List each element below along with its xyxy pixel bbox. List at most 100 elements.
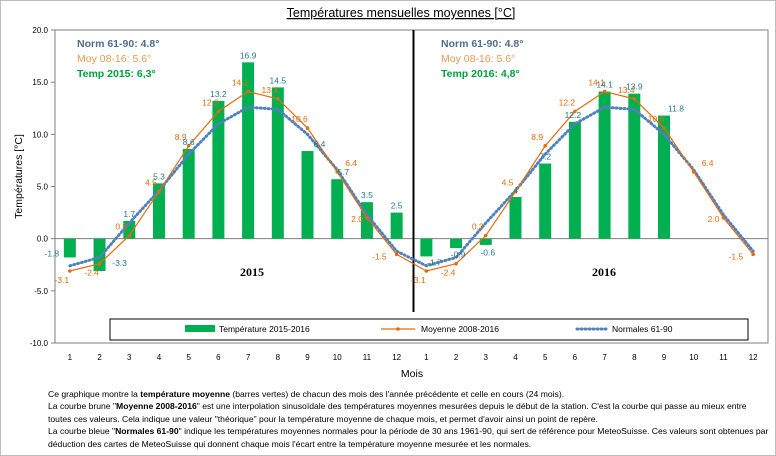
temp-info-2016: Temp 2016: 4,8° <box>441 68 520 80</box>
moyenne-point <box>691 170 696 174</box>
bar-data-label: -3.3 <box>112 258 127 268</box>
moyenne-data-label: 8.9 <box>531 132 543 142</box>
moyenne-data-label: 8.9 <box>175 132 187 142</box>
moyenne-data-label: 6.4 <box>345 158 357 168</box>
x-tick-label: 2 <box>454 353 459 362</box>
temperature-bar <box>598 91 611 239</box>
caption-paragraph-1: Ce graphique montre la température moyen… <box>48 388 770 400</box>
moyenne-point <box>216 109 221 114</box>
x-tick-label: 8 <box>276 353 281 362</box>
norm-info-2015: Norm 61-90: 4.8° <box>77 38 159 50</box>
moyenne-data-label: -3.1 <box>55 275 70 285</box>
moyenne-point <box>454 261 458 266</box>
bar-data-label: 11.8 <box>668 104 684 114</box>
x-tick-label: 12 <box>749 353 758 362</box>
legend-label-normales: Normales 61-90 <box>612 324 673 334</box>
moyenne-data-label: 14.1 <box>588 78 605 88</box>
bar-data-label: 5.3 <box>153 171 165 181</box>
temperature-bar <box>450 238 463 249</box>
caption-text: La courbe brune " <box>48 401 117 412</box>
temperature-bar <box>301 151 314 239</box>
moyenne-data-label: 12.2 <box>559 97 576 107</box>
temperature-bar <box>331 179 344 239</box>
moyenne-point <box>751 252 755 257</box>
x-tick-label: 1 <box>424 353 429 362</box>
legend-box <box>109 318 749 341</box>
x-tick-label: 12 <box>392 353 401 362</box>
temperature-bar <box>568 121 581 239</box>
year-label-2015: 2015 <box>240 265 264 279</box>
moyenne-data-label: -3.1 <box>411 275 426 285</box>
caption-paragraph-2: La courbe brune "Moyenne 2008-2016" est … <box>48 400 770 425</box>
moyenne-point <box>573 109 577 114</box>
x-tick-label: 11 <box>363 353 372 362</box>
x-tick-label: 8 <box>632 353 637 362</box>
caption-bold: température moyenne <box>140 389 230 399</box>
bar-data-label: 16.9 <box>240 50 257 60</box>
bar-data-label: 2.5 <box>391 201 403 211</box>
bar-data-label: 8.6 <box>183 137 195 147</box>
moyenne-data-label: -2.4 <box>441 268 456 278</box>
x-tick-label: 5 <box>186 353 191 362</box>
moy-info-2015: Moy 08-16: 5.6° <box>77 53 151 65</box>
x-tick-label: 5 <box>543 353 548 362</box>
moyenne-point <box>513 189 518 194</box>
bar-data-label: 7.2 <box>539 152 551 162</box>
moyenne-point <box>157 189 161 194</box>
bar-data-label: 12.2 <box>565 110 582 120</box>
moyenne-point <box>276 97 280 101</box>
moyenne-point <box>186 144 191 148</box>
x-tick-label: 6 <box>216 353 221 362</box>
y-tick-label: 5.0 <box>37 183 49 192</box>
moyenne-point <box>365 216 369 220</box>
x-tick-label: 7 <box>602 353 607 362</box>
moyenne-data-label: 4.5 <box>502 178 514 188</box>
x-tick-label: 3 <box>484 353 489 362</box>
moyenne-point <box>335 170 340 174</box>
year-label-2016: 2016 <box>592 265 616 279</box>
temperature-bar <box>182 148 195 239</box>
moyenne-point <box>543 144 547 148</box>
bar-data-label: 8.4 <box>314 139 326 149</box>
moyenne-data-label: -1.5 <box>728 251 743 261</box>
y-tick-label: 0.0 <box>37 235 49 244</box>
temperature-bar <box>390 212 403 239</box>
temperature-chart: Températures mensuelles moyennes [°C]20.… <box>13 6 769 380</box>
x-axis-label: Mois <box>401 368 423 380</box>
y-tick-label: 10.0 <box>32 130 48 139</box>
moyenne-data-label: 6.4 <box>702 158 714 168</box>
moyenne-point <box>662 126 666 130</box>
y-tick-label: -5.0 <box>34 287 48 296</box>
temperature-bar <box>479 238 492 245</box>
y-axis-label: Températures [°C] <box>13 134 25 219</box>
moyenne-data-label: -1.5 <box>372 251 387 261</box>
bar-data-label: -1.7 <box>427 258 442 268</box>
bar-data-label: 5.7 <box>337 167 349 177</box>
bar-data-label: 14.5 <box>270 75 287 85</box>
bar-data-label: 13.2 <box>210 89 227 99</box>
x-tick-label: 9 <box>662 353 667 362</box>
temperature-bar <box>509 196 522 239</box>
legend-swatch-moyenne-point <box>396 327 400 331</box>
moyenne-data-label: 0.3 <box>472 222 484 232</box>
bar-data-label: -0.9 <box>451 250 466 260</box>
bar-data-label: -0.6 <box>480 248 495 258</box>
moyenne-data-label: 2.0 <box>351 214 363 224</box>
x-tick-label: 1 <box>68 353 73 362</box>
bar-data-label: 4 <box>513 185 518 195</box>
moyenne-data-label: 12.2 <box>202 97 219 107</box>
x-tick-label: 7 <box>246 353 251 362</box>
x-tick-label: 10 <box>689 353 698 362</box>
caption-bold: Moyenne 2008-2016 <box>116 401 197 412</box>
normales-line <box>68 105 755 268</box>
x-tick-label: 4 <box>513 353 518 362</box>
caption-text: " est une interpolation sinusoïdale des … <box>48 401 747 424</box>
temperature-bar <box>628 93 641 239</box>
moyenne-data-label: 10.6 <box>291 114 308 124</box>
y-tick-label: 15.0 <box>32 78 48 87</box>
norm-info-2016: Norm 61-90: 4.8° <box>441 38 523 50</box>
x-tick-label: 10 <box>333 353 342 362</box>
moyenne-point <box>97 261 102 266</box>
moyenne-data-label: -2.4 <box>84 268 99 278</box>
legend-label-bars: Température 2015-2016 <box>219 324 310 334</box>
